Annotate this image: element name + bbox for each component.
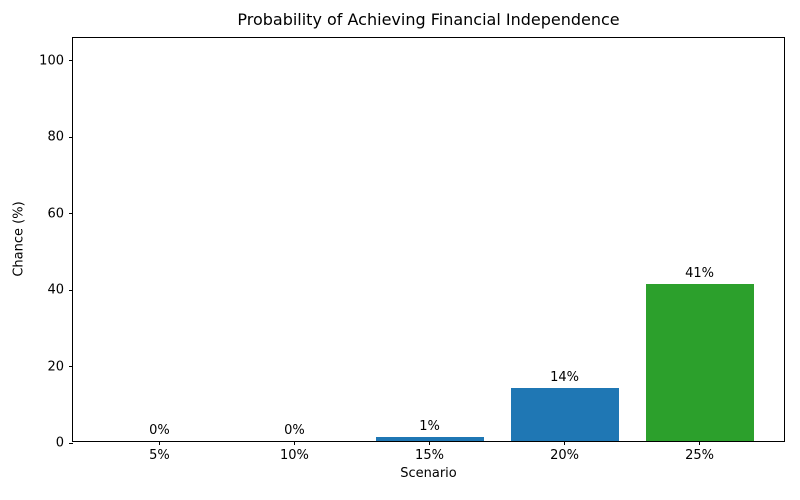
chart-title: Probability of Achieving Financial Indep…: [237, 10, 620, 29]
y-tick-label: 0: [55, 435, 64, 451]
plot-area: 0 20 40 60 80 100 0% 5% 0% 10% 1% 15% 14% 20% 41% 25%: [39, 37, 785, 463]
y-tick-mark: [69, 366, 73, 368]
x-axis-label: Scenario: [400, 466, 457, 481]
y-tick-label: 20: [47, 359, 64, 375]
x-tick-label: 10%: [280, 448, 309, 463]
y-tick-label: 80: [47, 129, 64, 145]
bar-value-label: 0%: [284, 423, 305, 438]
y-tick-mark: [69, 442, 73, 444]
bar: [376, 437, 484, 441]
x-tick-label: 15%: [415, 448, 444, 463]
bar: [646, 284, 754, 441]
x-tick-label: 5%: [149, 448, 170, 463]
x-tick-mark: [158, 441, 160, 445]
bar-value-label: 0%: [149, 423, 170, 438]
y-tick-label: 60: [47, 206, 64, 222]
y-tick-label: 40: [47, 282, 64, 298]
x-tick-mark: [293, 441, 295, 445]
bar: [511, 388, 619, 441]
x-tick-label: 20%: [550, 448, 579, 463]
y-tick-mark: [69, 60, 73, 62]
x-tick-mark: [699, 441, 701, 445]
bar-value-label: 14%: [550, 369, 579, 385]
bar-value-label: 41%: [685, 266, 715, 282]
y-tick-mark: [69, 213, 73, 215]
y-tick-label: 100: [39, 53, 64, 69]
x-tick-label: 25%: [685, 448, 715, 463]
bar-value-label: 1%: [419, 419, 440, 435]
x-tick-mark: [564, 441, 566, 445]
x-tick-mark: [429, 441, 430, 445]
y-axis-label: Chance (%): [11, 201, 27, 277]
y-tick-mark: [69, 136, 73, 138]
y-tick-mark: [69, 289, 73, 291]
